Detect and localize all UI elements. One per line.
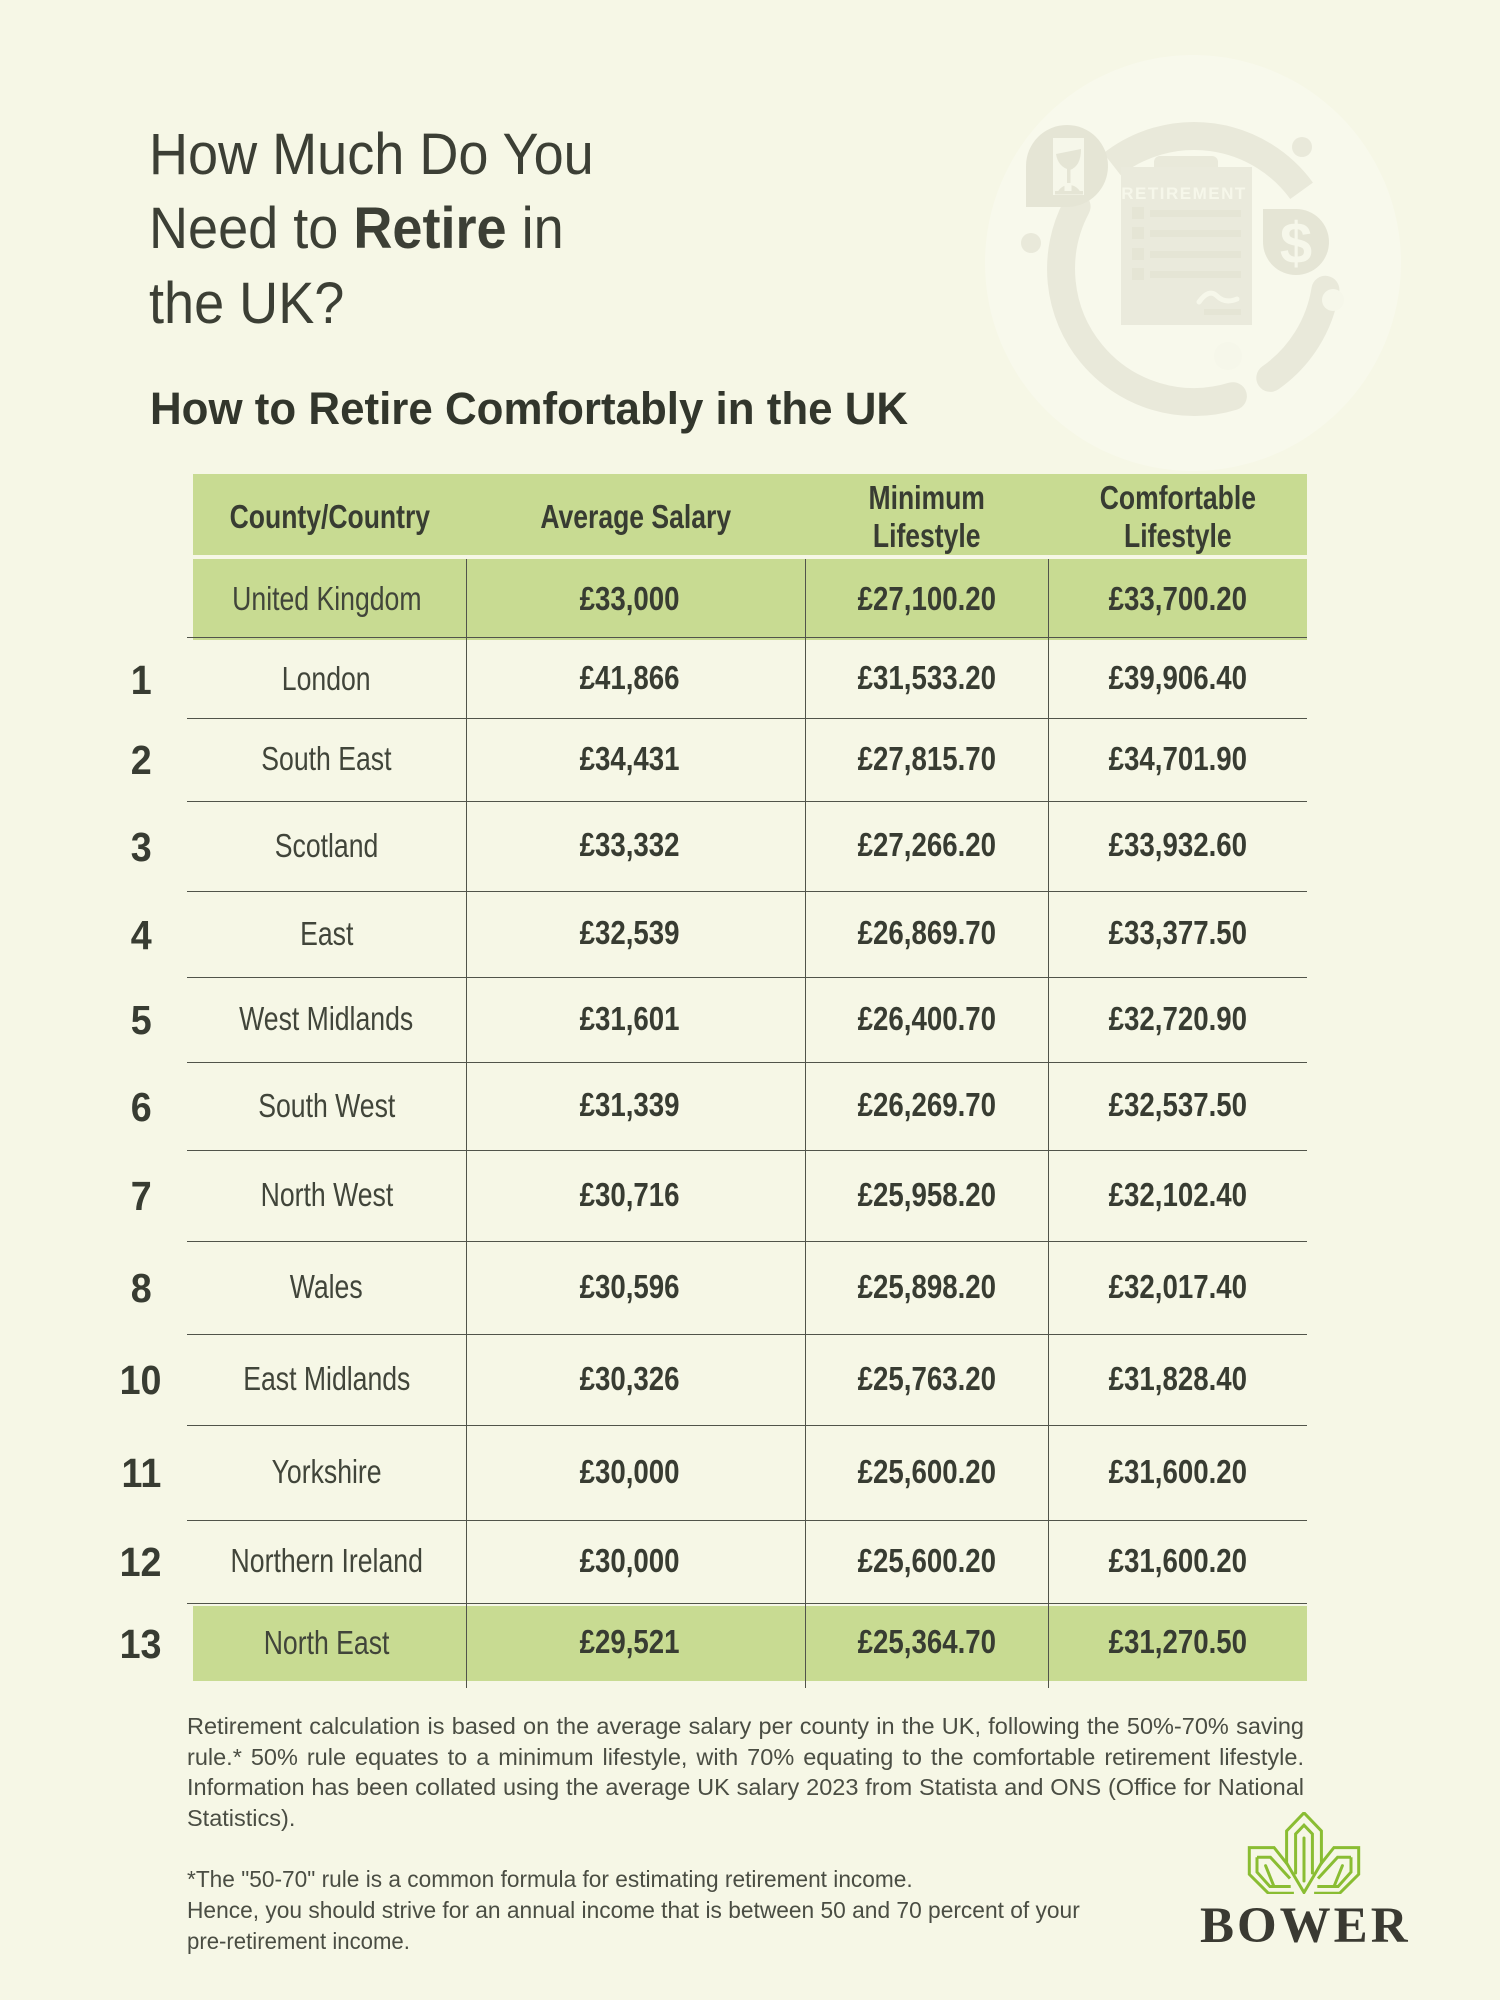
svg-text:RETIREMENT: RETIREMENT [1121,184,1247,203]
svg-text:$: $ [1280,211,1312,276]
